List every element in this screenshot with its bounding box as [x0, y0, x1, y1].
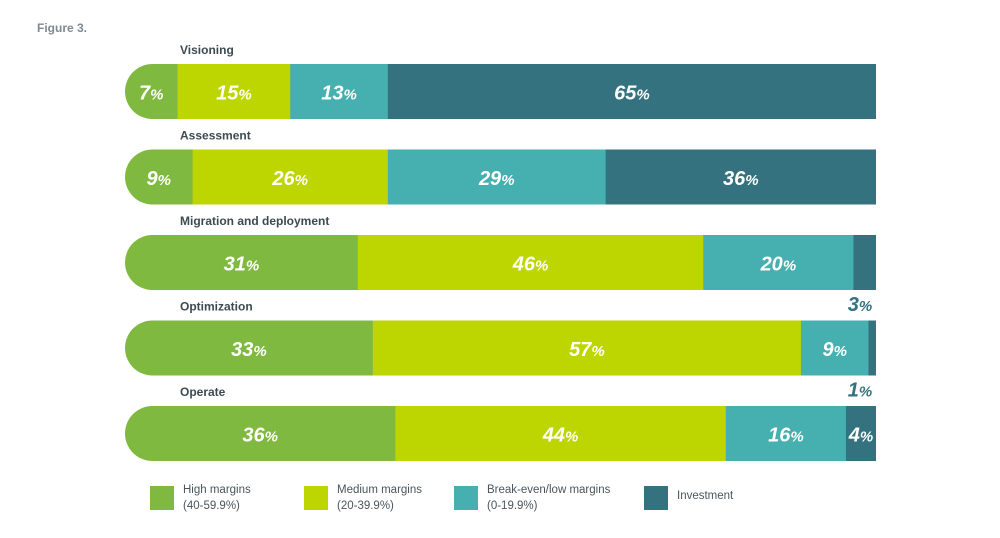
bar-segment-migration-and-deployment-break-even-low-margins: [703, 235, 854, 290]
bar-segment-visioning-medium-margins: [177, 64, 291, 119]
legend: High margins (40-59.9%) Medium margins (…: [150, 482, 870, 522]
bar-segment-assessment-investment: [605, 149, 877, 205]
bar-segment-migration-and-deployment-medium-margins: [357, 235, 704, 290]
value-label-assessment-high-margins: 9%: [147, 168, 171, 190]
legend-label: High margins: [183, 484, 251, 496]
legend-swatch-medium-margins: [304, 486, 328, 510]
bar-segment-migration-and-deployment-investment: [853, 235, 876, 290]
category-label-assessment: Assessment: [180, 129, 251, 143]
bar-segment-assessment-break-even-low-margins: [387, 149, 607, 205]
bar-segment-optimization-medium-margins: [372, 320, 802, 376]
legend-sublabel: (40-59.9%): [183, 500, 240, 512]
legend-label: Break-even/low margins: [487, 484, 611, 496]
value-label-operate-investment: 4%: [848, 425, 873, 447]
legend-swatch-investment: [644, 486, 668, 510]
category-label-operate: Operate: [180, 385, 226, 399]
bar-segment-operate-break-even-low-margins: [725, 406, 847, 461]
bar-assessment: [125, 149, 877, 205]
value-label-operate-high-margins: 36%: [242, 425, 278, 447]
value-label-migration-and-deployment-break-even-low-margins: 20%: [760, 254, 797, 276]
category-label-migration-and-deployment: Migration and deployment: [180, 214, 329, 228]
legend-sublabel: (0-19.9%): [487, 500, 538, 512]
bar-visioning: [125, 64, 876, 119]
category-label-optimization: Optimization: [180, 300, 253, 314]
value-label-migration-and-deployment-high-margins: 31%: [224, 254, 260, 276]
bar-segment-assessment-high-margins: [125, 149, 194, 205]
value-label-migration-and-deployment-medium-margins: 46%: [512, 254, 549, 276]
value-label-visioning-medium-margins: 15%: [216, 83, 252, 105]
value-label-assessment-break-even-low-margins: 29%: [478, 168, 515, 190]
figure-label: Figure 3.: [37, 21, 88, 35]
value-label-visioning-investment: 65%: [614, 83, 650, 105]
bar-segment-optimization-break-even-low-margins: [800, 320, 869, 376]
value-label-optimization-investment: 1%: [848, 380, 872, 402]
legend-label: Medium margins: [337, 484, 422, 496]
legend-item-break-even: Break-even/low margins (0-19.9%): [454, 482, 637, 514]
bar-operate: [125, 406, 876, 461]
legend-item-high-margins: High margins (40-59.9%): [150, 482, 333, 514]
value-label-assessment-investment: 36%: [723, 168, 759, 190]
value-label-operate-break-even-low-margins: 16%: [768, 425, 804, 447]
value-label-operate-medium-margins: 44%: [542, 425, 579, 447]
legend-item-medium-margins: Medium margins (20-39.9%): [304, 482, 487, 514]
value-label-assessment-medium-margins: 26%: [271, 168, 308, 190]
bar-migration-and-deployment: [125, 235, 876, 290]
bar-segment-visioning-investment: [387, 64, 876, 119]
bar-segment-operate-investment: [845, 406, 876, 461]
legend-text-investment: Investment: [677, 488, 827, 504]
bar-segment-visioning-high-margins: [125, 64, 179, 119]
value-label-optimization-medium-margins: 57%: [569, 339, 605, 361]
bar-segment-migration-and-deployment-high-margins: [125, 235, 359, 290]
bar-segment-assessment-medium-margins: [192, 149, 389, 205]
value-label-optimization-break-even-low-margins: 9%: [822, 339, 846, 361]
bar-segment-visioning-break-even-low-margins: [290, 64, 389, 119]
bar-segment-optimization-high-margins: [125, 320, 374, 376]
legend-swatch-high-margins: [150, 486, 174, 510]
value-label-visioning-high-margins: 7%: [139, 83, 163, 105]
bar-segment-operate-medium-margins: [395, 406, 727, 461]
bar-segment-optimization-investment: [868, 320, 876, 376]
legend-sublabel: (20-39.9%): [337, 500, 394, 512]
legend-label: Investment: [677, 490, 734, 502]
value-label-migration-and-deployment-investment: 3%: [848, 294, 872, 316]
legend-text-high-margins: High margins (40-59.9%): [183, 482, 333, 514]
bar-segment-operate-high-margins: [125, 406, 396, 461]
legend-text-break-even: Break-even/low margins (0-19.9%): [487, 482, 637, 514]
bar-optimization: [125, 320, 876, 376]
legend-text-medium-margins: Medium margins (20-39.9%): [337, 482, 487, 514]
legend-swatch-break-even: [454, 486, 478, 510]
value-label-optimization-high-margins: 33%: [231, 339, 267, 361]
category-label-visioning: Visioning: [180, 43, 234, 57]
legend-item-investment: Investment: [644, 482, 827, 510]
value-label-visioning-break-even-low-margins: 13%: [321, 83, 357, 105]
